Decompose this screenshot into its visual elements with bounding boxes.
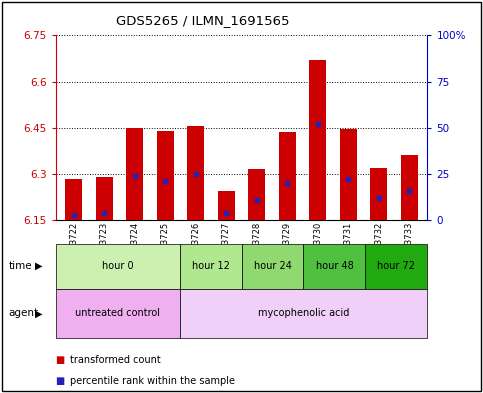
Bar [248, 169, 265, 220]
Bar [279, 132, 296, 220]
Text: untreated control: untreated control [75, 309, 160, 318]
Text: time: time [9, 261, 32, 271]
Bar [157, 131, 174, 220]
Text: ■: ■ [56, 376, 65, 386]
Text: hour 72: hour 72 [377, 261, 415, 271]
Bar [401, 155, 417, 220]
Text: hour 24: hour 24 [254, 261, 291, 271]
Bar [127, 128, 143, 220]
Text: GDS5265 / ILMN_1691565: GDS5265 / ILMN_1691565 [116, 14, 290, 27]
Text: transformed count: transformed count [70, 354, 161, 365]
Text: hour 12: hour 12 [192, 261, 229, 271]
Bar [66, 178, 82, 220]
Bar [218, 191, 235, 220]
Text: mycophenolic acid: mycophenolic acid [258, 309, 349, 318]
Bar [96, 177, 113, 220]
Bar [309, 60, 326, 220]
Text: agent: agent [9, 309, 39, 318]
Text: percentile rank within the sample: percentile rank within the sample [70, 376, 235, 386]
Text: ▶: ▶ [35, 309, 43, 318]
Bar [340, 129, 356, 220]
Text: ▶: ▶ [35, 261, 43, 271]
Text: ■: ■ [56, 354, 65, 365]
Text: hour 0: hour 0 [102, 261, 133, 271]
Bar [187, 126, 204, 220]
Text: hour 48: hour 48 [315, 261, 354, 271]
Bar [370, 168, 387, 220]
